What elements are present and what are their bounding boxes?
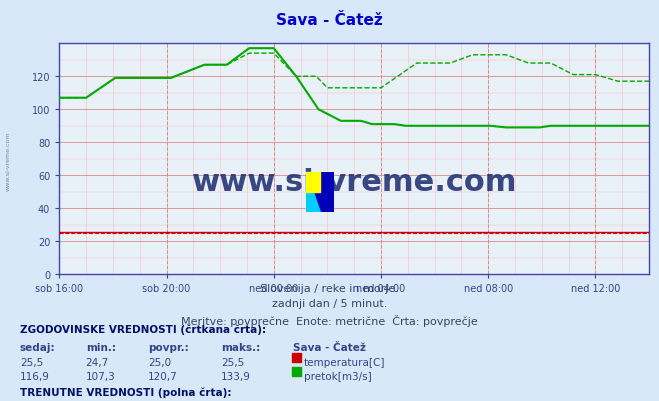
Text: temperatura[C]: temperatura[C] — [304, 357, 386, 367]
Text: 120,7: 120,7 — [148, 371, 178, 381]
Bar — [306, 192, 320, 213]
Text: Sava - Čatež: Sava - Čatež — [293, 342, 366, 352]
Text: 116,9: 116,9 — [20, 371, 49, 381]
Text: 25,0: 25,0 — [148, 357, 171, 367]
Bar — [306, 172, 320, 192]
Bar — [320, 172, 334, 213]
Text: povpr.:: povpr.: — [148, 342, 189, 352]
Polygon shape — [306, 172, 320, 213]
Bar — [306, 172, 320, 192]
Text: 107,3: 107,3 — [86, 371, 115, 381]
Text: Slovenija / reke in morje.: Slovenija / reke in morje. — [260, 284, 399, 294]
Text: 133,9: 133,9 — [221, 371, 250, 381]
Text: 25,5: 25,5 — [20, 357, 43, 367]
Text: ZGODOVINSKE VREDNOSTI (črtkana črta):: ZGODOVINSKE VREDNOSTI (črtkana črta): — [20, 324, 266, 334]
Polygon shape — [306, 172, 320, 213]
Text: zadnji dan / 5 minut.: zadnji dan / 5 minut. — [272, 299, 387, 309]
Text: 25,5: 25,5 — [221, 357, 244, 367]
Text: sedaj:: sedaj: — [20, 342, 55, 352]
Text: TRENUTNE VREDNOSTI (polna črta):: TRENUTNE VREDNOSTI (polna črta): — [20, 387, 231, 397]
Bar — [292, 353, 301, 362]
Bar — [292, 367, 301, 376]
Text: min.:: min.: — [86, 342, 116, 352]
Text: Sava - Čatež: Sava - Čatež — [276, 13, 383, 28]
Text: www.si-vreme.com: www.si-vreme.com — [192, 168, 517, 197]
Text: www.si-vreme.com: www.si-vreme.com — [6, 131, 11, 190]
Text: 24,7: 24,7 — [86, 357, 109, 367]
Text: Meritve: povprečne  Enote: metrične  Črta: povprečje: Meritve: povprečne Enote: metrične Črta:… — [181, 314, 478, 326]
Text: pretok[m3/s]: pretok[m3/s] — [304, 371, 372, 381]
Text: maks.:: maks.: — [221, 342, 260, 352]
Polygon shape — [306, 172, 320, 213]
